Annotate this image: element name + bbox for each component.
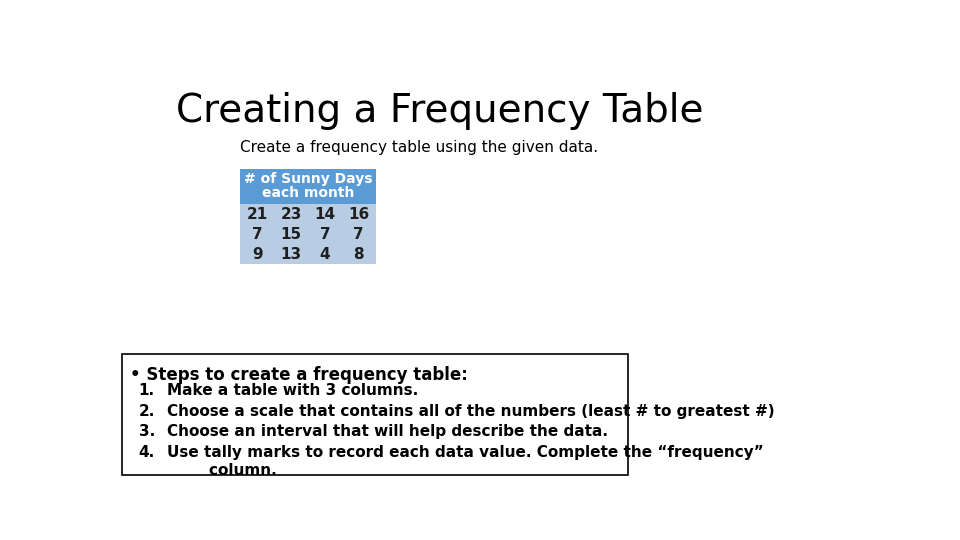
Text: 2.: 2. <box>138 403 155 418</box>
Text: 13: 13 <box>280 247 301 262</box>
FancyBboxPatch shape <box>240 168 375 204</box>
Text: 14: 14 <box>314 207 335 222</box>
Text: 15: 15 <box>280 227 301 242</box>
Text: 8: 8 <box>353 247 364 262</box>
Text: Use tally marks to record each data value. Complete the “frequency”
        colu: Use tally marks to record each data valu… <box>167 445 764 477</box>
Text: 4: 4 <box>320 247 330 262</box>
Text: Create a frequency table using the given data.: Create a frequency table using the given… <box>240 140 598 156</box>
Text: 16: 16 <box>348 207 370 222</box>
Text: 21: 21 <box>247 207 268 222</box>
Text: 23: 23 <box>280 207 301 222</box>
Text: Choose a scale that contains all of the numbers (least # to greatest #): Choose a scale that contains all of the … <box>167 403 775 418</box>
Text: • Steps to create a frequency table:: • Steps to create a frequency table: <box>130 366 468 384</box>
Text: 7: 7 <box>320 227 330 242</box>
Text: Make a table with 3 columns.: Make a table with 3 columns. <box>167 383 419 398</box>
Text: 7: 7 <box>353 227 364 242</box>
FancyBboxPatch shape <box>240 204 375 264</box>
Text: Choose an interval that will help describe the data.: Choose an interval that will help descri… <box>167 424 609 440</box>
Text: # of Sunny Days: # of Sunny Days <box>244 172 372 186</box>
Text: 1.: 1. <box>139 383 155 398</box>
Text: 3.: 3. <box>138 424 155 440</box>
Text: 9: 9 <box>252 247 262 262</box>
Text: each month: each month <box>262 186 354 200</box>
Text: 4.: 4. <box>138 445 155 460</box>
Text: Creating a Frequency Table: Creating a Frequency Table <box>176 92 704 130</box>
FancyBboxPatch shape <box>122 354 629 475</box>
Text: 7: 7 <box>252 227 262 242</box>
